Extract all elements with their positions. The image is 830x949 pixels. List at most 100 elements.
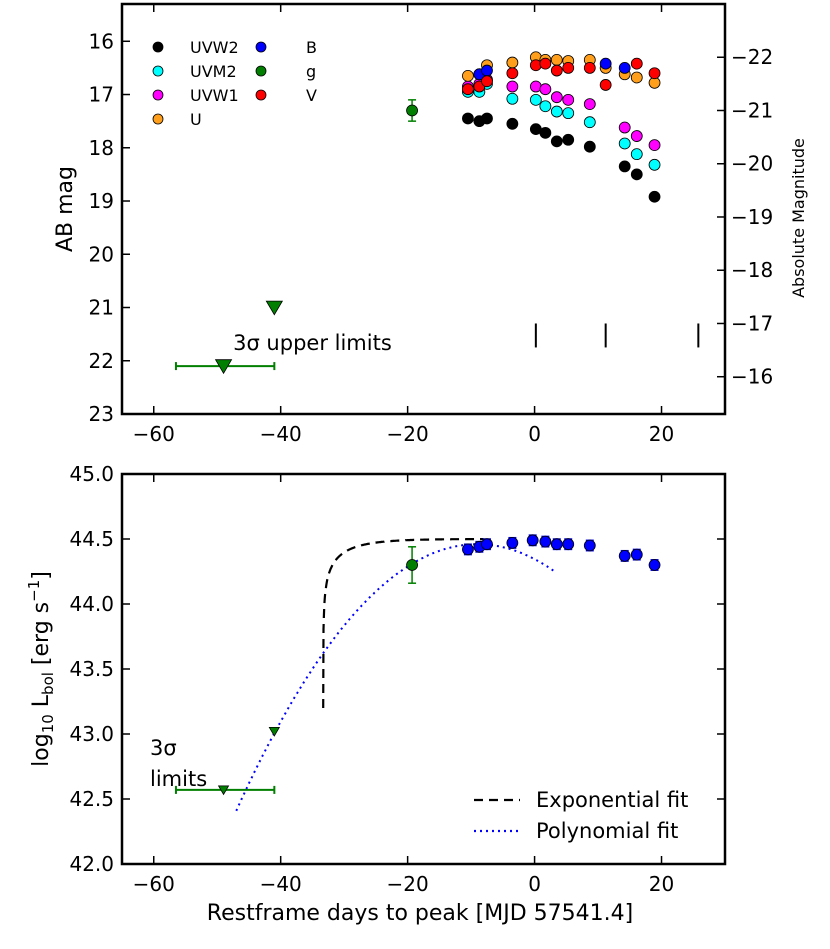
top-point-uvw2	[550, 135, 563, 148]
top-point-uvw1	[550, 91, 563, 104]
legend-label-g: g	[306, 62, 316, 81]
top-point-uvm2	[529, 93, 542, 106]
top-point-uvm2	[539, 100, 552, 113]
top-point-v	[599, 79, 612, 91]
bottom-point-lbol	[562, 538, 575, 551]
top-point-uvm2	[618, 137, 631, 150]
bottom-xtick-label: −20	[387, 872, 429, 896]
top-point-uvw1	[506, 80, 519, 93]
top-point-v	[539, 57, 552, 70]
top-point-v	[481, 75, 493, 88]
top-y2tick-label: −19	[731, 205, 773, 229]
exponential-fit-curve	[322, 538, 484, 709]
top-xtick-label: −20	[387, 422, 429, 446]
bottom-point-g	[406, 559, 418, 571]
top-point-v	[462, 83, 474, 96]
top-y2tick-label: −20	[731, 152, 773, 176]
bottom-ytick-label: 43.0	[69, 722, 114, 746]
top-point-uvm2	[562, 107, 575, 120]
bottom-ytick-label: 43.5	[69, 657, 114, 681]
bottom-xtick-label: 0	[528, 872, 541, 896]
top-point-uvw2	[481, 112, 493, 125]
bottom-point-lbol	[583, 539, 596, 552]
legend-label-u: U	[190, 110, 202, 129]
bottom-ylabel: log10 Lbol [erg s−1]	[25, 571, 57, 767]
top-y2tick-label: −22	[731, 45, 773, 69]
top-point-v	[506, 67, 519, 80]
top-point-uvw1	[648, 139, 661, 152]
top-y2label: Absolute Magnitude	[789, 138, 808, 298]
bottom-ytick-label: 44.5	[69, 527, 114, 551]
bottom-point-lbol	[539, 535, 552, 548]
top-xtick-label: 0	[528, 422, 541, 446]
bottom-annotation-line1: 3σ	[150, 736, 177, 760]
legend-label-b: B	[306, 38, 317, 57]
top-ytick-label: 20	[89, 242, 114, 266]
top-ytick-label: 17	[89, 83, 114, 107]
top-point-uvm2	[630, 148, 643, 161]
bottom-point-lbol	[526, 534, 539, 547]
top-point-uvw2	[562, 133, 575, 146]
bottom-point-lbol	[618, 550, 631, 562]
bottom-point-lbol	[506, 537, 519, 549]
top-point-v	[583, 61, 596, 74]
bottom-xlabel: Restframe days to peak [MJD 57541.4]	[207, 901, 633, 926]
legend-label-v: V	[306, 86, 317, 105]
bottom-ytick-label: 42.0	[69, 852, 114, 876]
bottom-point-lbol	[630, 548, 643, 561]
top-point-uvw1	[630, 130, 643, 142]
top-point-u	[462, 69, 474, 82]
legend-marker-uvw1	[152, 89, 164, 101]
top-y2tick-label: −21	[731, 98, 773, 122]
bottom-xtick-label: −40	[260, 872, 302, 896]
bottom-legend: Exponential fit Polynomial fit	[474, 788, 688, 843]
top-point-v	[550, 64, 563, 77]
top-panel: 3σ upper limits −60 −40 −20 0 20 16 17 18 19 20 21…	[53, 2, 808, 446]
top-point-uvw2	[506, 117, 519, 130]
bottom-point-lbol	[462, 543, 474, 556]
top-point-uvw2	[648, 190, 661, 203]
top-point-g	[406, 104, 418, 117]
top-point-u	[550, 54, 563, 66]
top-xtick-label: 20	[649, 422, 674, 446]
top-point-uvm2	[583, 116, 596, 129]
bottom-point-lbol	[648, 559, 661, 571]
bottom-upper-limit	[217, 785, 230, 796]
top-y2tick-label: −17	[731, 311, 773, 335]
top-legend: UVW2 UVM2 UVW1 U BgV	[152, 38, 317, 129]
legend-label-exponential-fit: Exponential fit	[536, 788, 688, 812]
top-upper-limit	[265, 300, 284, 316]
bottom-ytick-label: 44.0	[69, 592, 114, 616]
top-annotation: 3σ upper limits	[233, 331, 392, 355]
top-y2tick-label: −16	[731, 365, 773, 389]
top-point-uvw2	[630, 168, 643, 181]
top-point-uvw2	[583, 140, 596, 153]
top-point-uvw2	[618, 160, 631, 173]
top-point-uvw1	[562, 93, 575, 106]
top-point-uvw1	[618, 121, 631, 134]
bottom-point-lbol	[481, 538, 493, 551]
top-ytick-label: 16	[89, 29, 114, 53]
legend-marker-uvw2	[152, 41, 164, 53]
top-point-b	[481, 64, 493, 77]
top-point-uvm2	[550, 105, 563, 118]
top-point-uvw2	[539, 126, 552, 139]
top-ytick-label: 18	[89, 136, 114, 160]
top-ytick-label: 22	[89, 349, 114, 373]
legend-marker-uvm2	[152, 65, 164, 77]
top-ytick-label: 19	[89, 189, 114, 213]
top-point-v	[630, 57, 643, 70]
top-plot-frame	[120, 2, 727, 416]
top-xtick-label: −60	[133, 422, 175, 446]
legend-marker-g	[255, 65, 267, 77]
top-point-uvw1	[583, 98, 596, 111]
fit-curves	[235, 538, 557, 812]
top-point-u	[630, 71, 643, 84]
bottom-panel: 3σ limits −60 −40 −20 0 20 42.0 42.5 43.0 43.5 44.…	[25, 462, 727, 926]
bottom-ytick-label: 42.5	[69, 787, 114, 811]
bottom-upper-limit	[268, 727, 281, 737]
top-point-uvm2	[648, 158, 661, 171]
top-upper-limit	[214, 359, 233, 375]
polynomial-fit-curve	[235, 543, 557, 812]
